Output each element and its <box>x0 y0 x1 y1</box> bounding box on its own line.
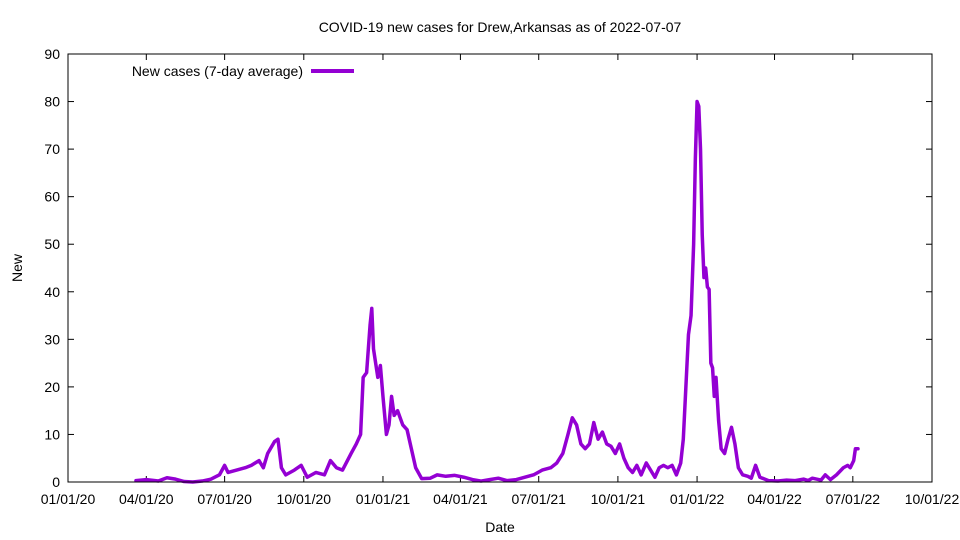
x-tick-label: 01/01/22 <box>670 491 725 507</box>
y-tick-label: 70 <box>44 141 60 157</box>
x-tick-label: 04/01/21 <box>433 491 488 507</box>
series-line <box>134 99 860 484</box>
y-tick-label: 50 <box>44 236 60 252</box>
x-tick-label: 01/01/20 <box>41 491 96 507</box>
legend: New cases (7-day average) <box>132 63 354 79</box>
x-tick-label: 07/01/20 <box>197 491 252 507</box>
x-tick-label: 07/01/21 <box>511 491 566 507</box>
y-tick-label: 30 <box>44 331 60 347</box>
axis-ticks: 0 10 20 30 40 50 60 70 80 90 01/01/20 04/01/20 07/01… <box>41 46 960 507</box>
x-tick-label: 10/01/22 <box>905 491 960 507</box>
y-tick-label: 60 <box>44 189 60 205</box>
x-tick-label: 04/01/20 <box>119 491 174 507</box>
y-tick-label: 20 <box>44 379 60 395</box>
y-tick-label: 90 <box>44 46 60 62</box>
plot-frame <box>67 53 933 483</box>
y-tick-label: 40 <box>44 284 60 300</box>
y-tick-label: 10 <box>44 426 60 442</box>
x-tick-label: 10/01/20 <box>277 491 332 507</box>
x-axis-label: Date <box>485 519 515 535</box>
y-tick-label: 0 <box>52 474 60 490</box>
chart-title: COVID-19 new cases for Drew,Arkansas as … <box>319 19 682 35</box>
y-tick-label: 80 <box>44 94 60 110</box>
x-tick-label: 10/01/21 <box>591 491 646 507</box>
y-axis-label: New <box>9 253 25 282</box>
series-group <box>134 99 860 484</box>
x-tick-label: 01/01/21 <box>356 491 411 507</box>
legend-label: New cases (7-day average) <box>132 63 303 79</box>
x-tick-label: 07/01/22 <box>826 491 881 507</box>
x-tick-label: 04/01/22 <box>747 491 802 507</box>
